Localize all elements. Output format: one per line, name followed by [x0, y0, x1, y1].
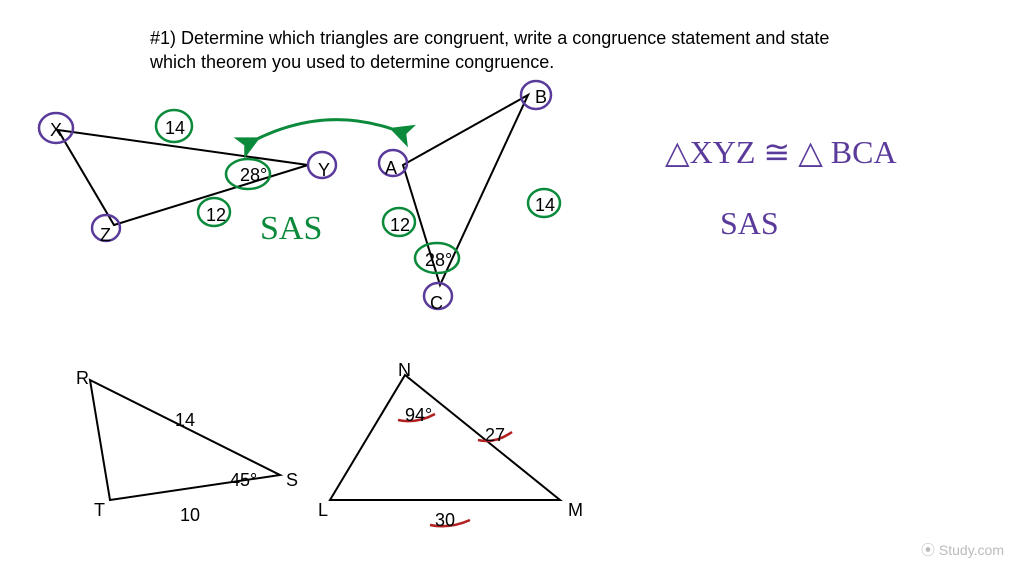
- geometry-canvas: [0, 0, 1024, 576]
- rst-label-S: S: [286, 470, 298, 491]
- xyz-label-Z: Z: [100, 225, 111, 246]
- abc-label-AC_len: 12: [390, 215, 410, 236]
- rst-label-RS_len: 14: [175, 410, 195, 431]
- xyz-label-angle_Y: 28°: [240, 165, 267, 186]
- rst-label-R: R: [76, 368, 89, 389]
- abc-label-BC_len: 14: [535, 195, 555, 216]
- xyz-label-X: X: [50, 120, 62, 141]
- lmn-label-LM_len: 30: [435, 510, 455, 531]
- lmn-label-N: N: [398, 360, 411, 381]
- rst-label-angle_S: 45°: [230, 470, 257, 491]
- rst-label-T: T: [94, 500, 105, 521]
- xyz-label-YZ_len: 12: [206, 205, 226, 226]
- watermark: ⦿ Study.com: [921, 540, 1004, 560]
- xyz-label-Y: Y: [318, 160, 330, 181]
- annotation-sas_purple: SAS: [720, 205, 779, 242]
- lmn-label-M: M: [568, 500, 583, 521]
- lmn-label-NM_len: 27: [485, 425, 505, 446]
- abc-label-B: B: [535, 87, 547, 108]
- rst-label-TS_len: 10: [180, 505, 200, 526]
- lmn-label-angle_N: 94°: [405, 405, 432, 426]
- abc-label-C: C: [430, 293, 443, 314]
- abc-label-angle_C: 28°: [425, 250, 452, 271]
- annotation-sas_green: SAS: [260, 210, 322, 248]
- lmn-label-L: L: [318, 500, 328, 521]
- annotation-congruence: △XYZ ≅ △ BCA: [665, 133, 897, 171]
- xyz-label-XY_len: 14: [165, 118, 185, 139]
- abc-label-A: A: [385, 158, 397, 179]
